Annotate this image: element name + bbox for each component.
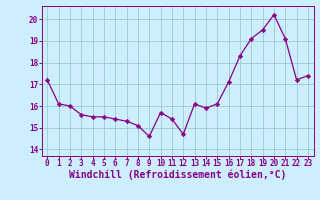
X-axis label: Windchill (Refroidissement éolien,°C): Windchill (Refroidissement éolien,°C)	[69, 170, 286, 180]
